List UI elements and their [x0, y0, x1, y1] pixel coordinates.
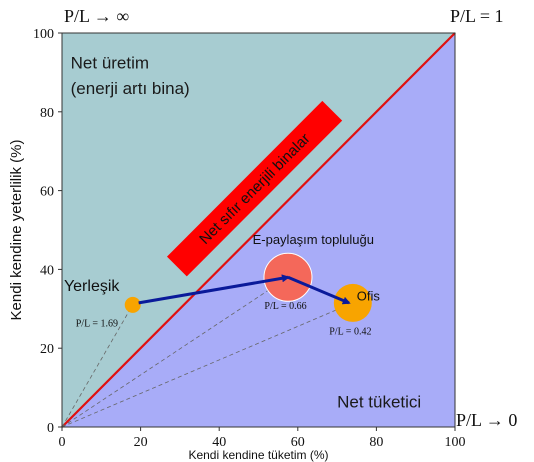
- y-tick-label-2: 40: [40, 263, 54, 278]
- point-name-0: Yerleşik: [64, 278, 120, 295]
- net-zero-band-rect: [166, 100, 343, 277]
- x-axis: 0 20 40 60 80 100: [59, 427, 466, 450]
- x-tick-label-2: 40: [212, 435, 226, 450]
- y-tick-label-4: 80: [40, 106, 54, 121]
- corner-label-bottom-right: P/L → 0: [456, 410, 517, 430]
- diagonal-line: [61, 32, 456, 428]
- point-2: [333, 283, 372, 322]
- y-tick-label-1: 20: [40, 342, 54, 357]
- x-tick-label-1: 20: [134, 435, 148, 450]
- pl-label-0: P/L = 1.69: [76, 319, 118, 330]
- upper-region-label-line2: (enerji artı bina): [71, 79, 190, 98]
- guide-line-2: [61, 302, 353, 428]
- upper-region-label-line1: Net üretim: [71, 53, 149, 72]
- x-tick-label-5: 100: [445, 435, 466, 450]
- y-axis-label: Kendi kendine yeterlilik (%): [8, 140, 25, 321]
- corner-label-top-left: P/L → ∞: [64, 6, 129, 26]
- guide-line-1: [61, 276, 289, 428]
- arrow-1: [287, 275, 351, 305]
- y-tick-label-5: 100: [33, 27, 54, 42]
- points-layer: Yerleşik Ofis P/L = 1.69 P/L = 0.66 P/L = 0.…: [64, 252, 381, 337]
- guide-line-0: [61, 304, 134, 428]
- pl-label-1: P/L = 0.66: [264, 301, 306, 312]
- y-tick-label-0: 0: [47, 421, 54, 436]
- y-tick-label-3: 60: [40, 185, 54, 200]
- point-0: [124, 296, 141, 313]
- lower-region-label: Net tüketici: [337, 392, 421, 411]
- pl-guide-lines: [61, 276, 353, 428]
- y-axis: 0 20 40 60 80 100: [33, 27, 62, 436]
- x-tick-label-4: 80: [369, 435, 383, 450]
- plot-frame: [61, 32, 456, 428]
- pl-label-2: P/L = 0.42: [329, 326, 371, 337]
- group-label: E-paylaşım topluluğu: [253, 232, 374, 247]
- x-tick-label-3: 60: [291, 435, 305, 450]
- x-tick-label-0: 0: [59, 435, 66, 450]
- arrow-0: [138, 274, 290, 305]
- x-axis-label: Kendi kendine tüketim (%): [188, 448, 328, 462]
- corner-label-top-right: P/L = 1: [450, 6, 504, 26]
- point-name-2: Ofis: [357, 289, 381, 304]
